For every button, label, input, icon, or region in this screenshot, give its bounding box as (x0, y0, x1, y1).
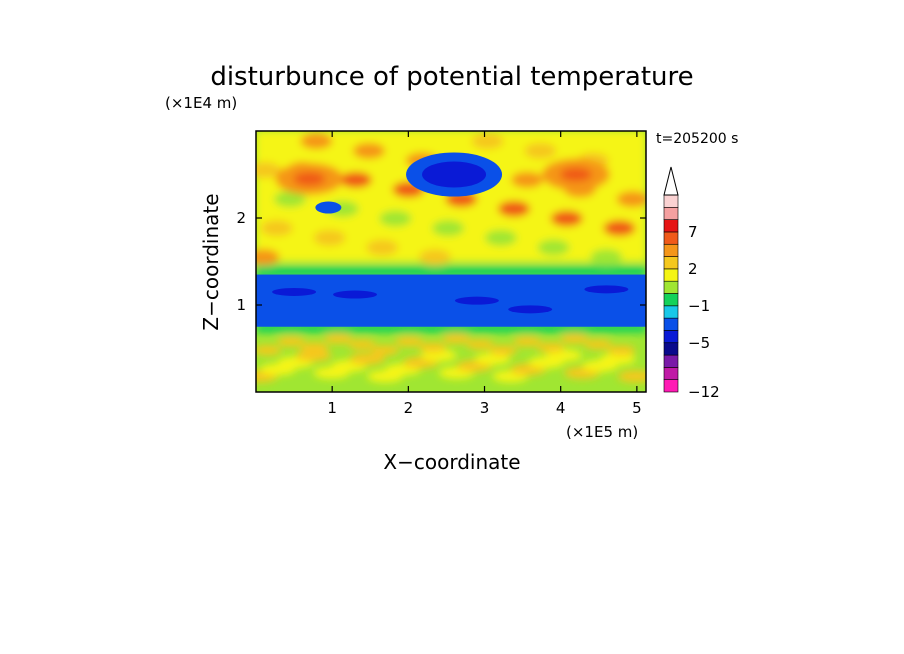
colorbar-swatch (663, 379, 679, 393)
upper-patch (366, 239, 399, 256)
lower-warm-patch (560, 333, 589, 344)
colorbar-swatch (663, 256, 679, 270)
lower-warm-patch (474, 352, 511, 365)
x-axis-title: X−coordinate (383, 450, 520, 474)
upper-patch (353, 142, 386, 159)
colorbar: −12−5−127 (663, 166, 720, 401)
lower-warm-patch (395, 336, 424, 347)
lower-warm-patch (256, 345, 282, 356)
colorbar-swatch (663, 280, 679, 294)
lower-warm-patch (442, 333, 471, 344)
lower-warm-patch (617, 370, 646, 383)
colorbar-tick-label: 7 (688, 223, 698, 241)
colorbar-tick-label: 2 (688, 260, 698, 278)
upper-patch (256, 162, 281, 179)
transition-band-lower (256, 324, 646, 333)
upper-patch (590, 249, 623, 266)
lower-warm-patch (420, 349, 457, 362)
lower-warm-patch (295, 349, 332, 362)
small-cold-eddy (315, 201, 342, 214)
upper-patch (524, 142, 557, 159)
cold-streak (508, 305, 553, 314)
x-tick-label: 1 (327, 399, 337, 417)
upper-patch (537, 239, 570, 256)
stable-cold-layer (256, 274, 646, 327)
lower-warm-patch (536, 342, 565, 353)
lower-warm-patch (300, 342, 329, 353)
x-axis: 1 2 3 4 5 (327, 131, 642, 417)
contour-field (256, 131, 646, 392)
chart-title: disturbunce of potential temperature (210, 62, 693, 92)
lower-warm-patch (513, 336, 542, 347)
lower-warm-patch (489, 345, 518, 356)
upper-patch (484, 229, 517, 246)
lower-warm-patch (371, 345, 400, 356)
y-tick-label: 1 (236, 296, 246, 314)
colorbar-swatch (663, 194, 679, 208)
cold-anomaly-core (422, 161, 487, 188)
warm-core-center (293, 171, 326, 186)
colorbar-tick-label: −5 (688, 334, 710, 352)
colorbar-swatch (663, 293, 679, 307)
upper-patch (260, 220, 293, 237)
lower-warm-patch (465, 339, 494, 350)
upper-patch (300, 133, 333, 150)
colorbar-swatch (663, 231, 679, 245)
x-tick-label: 2 (404, 399, 414, 417)
cold-streak (584, 285, 629, 294)
upper-patch (273, 191, 306, 208)
lower-warm-patch (418, 342, 447, 353)
x-tick-label: 4 (556, 399, 566, 417)
x-tick-label: 5 (632, 399, 642, 417)
colorbar-swatch (663, 317, 679, 331)
colorbar-swatch (663, 305, 679, 319)
y-axis: 12 (236, 209, 646, 314)
lower-warm-patch (607, 345, 636, 356)
lower-warm-patch (546, 349, 583, 362)
colorbar-swatch (663, 330, 679, 344)
lower-warm-patch (349, 352, 386, 365)
colorbar-tick-label: −12 (688, 383, 720, 401)
lower-warm-patch (324, 333, 353, 344)
y-tick-label: 2 (236, 209, 246, 227)
upper-patch (432, 220, 465, 237)
upper-patch (497, 200, 530, 217)
colorbar-swatch (663, 207, 679, 220)
lower-warm-patch (277, 336, 306, 347)
colorbar-tick-label: −1 (688, 297, 710, 315)
colorbar-swatch (663, 243, 679, 257)
plot-frame (255, 130, 647, 393)
colorbar-swatch (663, 354, 679, 368)
y-axis-title: Z−coordinate (199, 193, 223, 330)
colorbar-extend-arrow (663, 166, 679, 196)
upper-patch (511, 171, 544, 188)
upper-patch (379, 210, 412, 227)
transition-band-upper (256, 265, 646, 278)
upper-patch (418, 249, 451, 266)
x-tick-label: 3 (480, 399, 490, 417)
upper-patch (313, 229, 346, 246)
upper-patch (471, 133, 504, 150)
upper-patch (603, 220, 636, 237)
cold-streak (272, 287, 317, 296)
lower-warm-patch (347, 339, 376, 350)
upper-patch (616, 191, 646, 208)
cold-streak (333, 290, 378, 299)
upper-patch (339, 171, 372, 188)
time-label: t=205200 s (656, 131, 738, 147)
colorbar-swatch (663, 268, 679, 282)
warm-core-center (559, 167, 592, 182)
colorbar-swatch (663, 367, 679, 380)
cold-streak (454, 296, 499, 305)
upper-patch (550, 210, 583, 227)
colorbar-swatch (663, 342, 679, 356)
lower-warm-patch (599, 352, 636, 365)
x-unit-label: (×1E5 m) (566, 423, 638, 441)
upper-patch (256, 249, 280, 266)
y-unit-label: (×1E4 m) (165, 94, 237, 112)
lower-warm-patch (584, 339, 613, 350)
colorbar-swatch (663, 219, 679, 233)
